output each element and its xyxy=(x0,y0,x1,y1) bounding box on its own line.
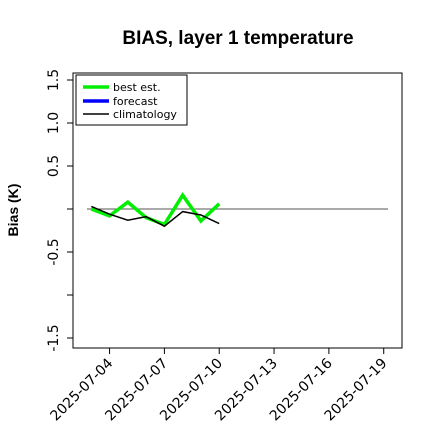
y-tick-label: 1.5 xyxy=(46,69,62,91)
legend: best est. forecast climatology xyxy=(75,74,188,126)
chart-title: BIAS, layer 1 temperature xyxy=(122,28,353,49)
legend-label-best-est: best est. xyxy=(113,81,161,94)
y-tick-label: -0.5 xyxy=(46,238,62,265)
y-axis-label: Bias (K) xyxy=(5,184,21,237)
series-line-best-est xyxy=(90,192,221,227)
y-tick-label: -1.5 xyxy=(46,324,62,351)
x-axis-ticks: 2025-07-042025-07-072025-07-102025-07-13… xyxy=(48,348,391,424)
y-tick-label: 1.0 xyxy=(46,112,62,134)
plot-area xyxy=(72,72,403,349)
legend-label-climatology: climatology xyxy=(113,108,177,121)
y-axis-ticks: -1.5 -0.5 0.5 1.0 1.5 xyxy=(46,69,73,352)
y-tick-label: 0.5 xyxy=(46,155,62,177)
series-line-climatology xyxy=(91,205,220,228)
legend-label-forecast: forecast xyxy=(113,95,158,108)
series-layer xyxy=(90,192,221,228)
